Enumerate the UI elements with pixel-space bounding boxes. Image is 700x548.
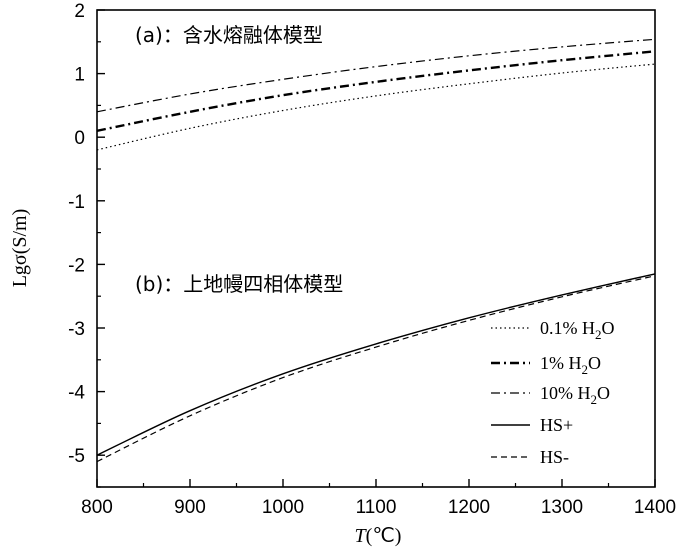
series-line-2	[96, 38, 656, 113]
legend: 0.1% H2O 1% H2O 10% H2O HS+ HS-	[491, 318, 615, 467]
x-tick-label: 1000	[262, 497, 304, 518]
y-tick-label: -2	[68, 255, 85, 276]
x-tick-label: 1200	[448, 497, 490, 518]
x-tick-label: 1400	[634, 497, 676, 518]
annotation-a: (a)：含水熔融体模型	[135, 23, 323, 47]
plot-axes: 800 900 1000 1100 1200 1300 1400 -5 -4 -3 -2 -1 0 1 2	[68, 1, 676, 518]
y-tick-label: -1	[68, 192, 85, 213]
legend-label-4: HS-	[540, 447, 569, 467]
x-axis-label-var: T	[355, 525, 368, 547]
y-tick-label: -4	[68, 383, 85, 404]
legend-label-1: 1% H2O	[540, 353, 601, 377]
series-line-3	[96, 273, 656, 456]
series-line-1	[96, 50, 656, 132]
legend-label-0: 0.1% H2O	[540, 318, 615, 342]
legend-label-2: 10% H2O	[540, 383, 610, 407]
legend-label-3: HS+	[540, 415, 573, 435]
y-tick-label: 0	[74, 128, 85, 149]
annotation-layer: (a)：含水熔融体模型 (b)：上地幔四相体模型	[135, 23, 343, 296]
y-tick-label: -5	[68, 446, 85, 467]
series-line-4	[96, 275, 656, 463]
annotation-b: (b)：上地幔四相体模型	[135, 272, 343, 296]
x-tick-label: 900	[174, 497, 206, 518]
series-line-0	[96, 63, 656, 151]
axis-labels: T(℃) Lgσ(S/m)	[9, 209, 401, 547]
y-tick-label: 2	[74, 1, 85, 22]
series-layer	[96, 38, 656, 463]
x-axis-label-unit: (℃)	[366, 525, 402, 547]
x-tick-label: 800	[81, 497, 113, 518]
x-tick-label: 1300	[541, 497, 583, 518]
y-tick-label: -3	[68, 319, 85, 340]
y-tick-label: 1	[74, 65, 85, 86]
x-axis-label: T(℃)	[355, 525, 402, 547]
y-axis-label: Lgσ(S/m)	[9, 209, 31, 288]
x-tick-label: 1100	[356, 497, 397, 518]
